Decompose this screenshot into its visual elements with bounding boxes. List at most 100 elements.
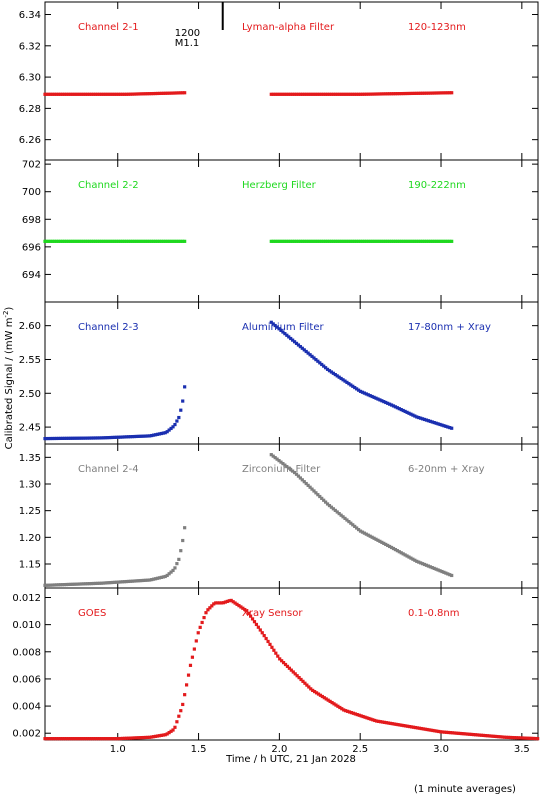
- data-point: [198, 625, 202, 629]
- data-point: [148, 239, 152, 243]
- data-point: [283, 463, 287, 467]
- data-point: [289, 92, 293, 96]
- data-point: [177, 557, 181, 561]
- data-point: [283, 239, 287, 243]
- data-point: [300, 239, 304, 243]
- data-point: [93, 737, 98, 741]
- data-point: [388, 239, 392, 243]
- data-point: [361, 714, 365, 719]
- data-point: [424, 239, 429, 243]
- data-point: [380, 720, 385, 724]
- data-point: [130, 435, 134, 439]
- panel-label-right: 120-123nm: [408, 22, 466, 33]
- data-point: [134, 92, 138, 96]
- data-point: [179, 408, 183, 412]
- data-point: [388, 402, 392, 406]
- data-point: [89, 239, 94, 243]
- data-point: [95, 581, 99, 585]
- data-point: [161, 431, 165, 435]
- data-point: [86, 239, 90, 243]
- data-point: [136, 579, 140, 583]
- data-point: [378, 539, 382, 543]
- data-point: [134, 239, 138, 243]
- data-point: [132, 434, 136, 439]
- data-point: [111, 239, 115, 243]
- panel-label-center: Aluminium Filter: [242, 322, 325, 333]
- data-point: [520, 736, 524, 740]
- data-point: [345, 518, 349, 522]
- data-point: [331, 92, 335, 96]
- data-point: [388, 544, 392, 549]
- data-point: [474, 733, 478, 737]
- data-point: [360, 239, 365, 243]
- data-point: [91, 581, 96, 586]
- data-point: [152, 91, 156, 96]
- data-point: [88, 436, 92, 440]
- data-point: [101, 239, 105, 243]
- data-point: [120, 736, 125, 741]
- data-point: [355, 712, 359, 717]
- data-point: [300, 478, 304, 482]
- data-point: [55, 436, 59, 441]
- data-point: [373, 718, 377, 723]
- data-point: [327, 239, 332, 243]
- data-point: [132, 736, 136, 740]
- data-point: [505, 735, 509, 739]
- data-point: [353, 92, 357, 96]
- data-point: [366, 533, 370, 537]
- data-point: [49, 92, 53, 96]
- data-point: [287, 239, 291, 243]
- data-point: [80, 737, 84, 741]
- data-point: [91, 436, 96, 440]
- data-point: [99, 581, 103, 585]
- data-point: [351, 711, 356, 715]
- data-point: [477, 733, 482, 737]
- data-point: [271, 322, 275, 326]
- data-point: [391, 239, 396, 243]
- data-point: [351, 239, 355, 243]
- data-point: [320, 496, 324, 500]
- data-point: [225, 599, 229, 604]
- data-point: [134, 736, 138, 740]
- data-point: [167, 239, 171, 243]
- data-point: [150, 433, 154, 438]
- data-point: [150, 239, 154, 243]
- data-point: [287, 92, 291, 96]
- data-point: [173, 422, 177, 427]
- data-point: [82, 737, 86, 741]
- data-point: [138, 239, 142, 243]
- data-point: [72, 92, 76, 96]
- data-point: [179, 549, 183, 553]
- data-point: [115, 737, 119, 741]
- data-point: [51, 737, 55, 741]
- data-point: [424, 418, 429, 422]
- data-point: [169, 91, 173, 95]
- data-point: [330, 701, 334, 705]
- x-tick-label: 2.5: [352, 744, 368, 755]
- data-point: [285, 664, 290, 668]
- data-point: [142, 578, 146, 583]
- data-point: [322, 498, 326, 502]
- panel-2: 694 696 698 700 702 Channel 2-2 Herzberg Filte…: [22, 159, 539, 303]
- data-point: [271, 454, 275, 458]
- data-point: [360, 390, 365, 394]
- data-point: [384, 400, 388, 405]
- data-point: [304, 349, 308, 354]
- data-point: [522, 736, 526, 740]
- data-point: [148, 92, 152, 96]
- data-series-1: [43, 239, 187, 243]
- data-point: [337, 512, 341, 516]
- panel-3: 2.45 2.50 2.55 2.60 Channel 2-3 Aluminium Fil…: [19, 301, 539, 445]
- data-point: [345, 239, 349, 243]
- data-point: [99, 436, 103, 440]
- data-point: [113, 580, 117, 584]
- data-point: [370, 239, 374, 243]
- data-point: [310, 354, 314, 358]
- data-point: [534, 736, 538, 741]
- x-tick-label: 3.5: [514, 744, 530, 755]
- data-point: [366, 92, 370, 96]
- data-point: [428, 419, 432, 423]
- data-point: [214, 601, 218, 605]
- data-point: [347, 382, 351, 386]
- data-point: [362, 391, 366, 395]
